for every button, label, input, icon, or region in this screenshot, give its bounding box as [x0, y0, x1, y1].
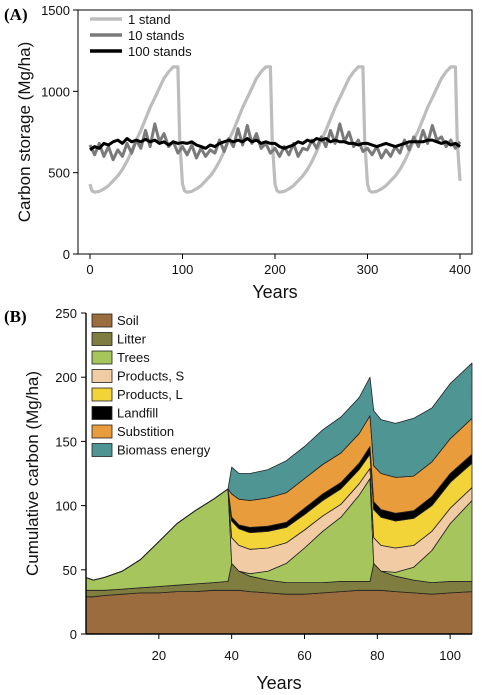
- legend-label-b: Products, S: [117, 369, 185, 384]
- series-line-2: [88, 122, 462, 162]
- legend-swatch-b: [91, 406, 113, 420]
- x-tick-label-b: 80: [370, 648, 384, 663]
- x-tick-label-b: 60: [297, 648, 311, 663]
- legend-label-b: Landfill: [117, 406, 158, 421]
- y-tick-label-b: 250: [55, 306, 77, 321]
- legend-label-b: Soil: [117, 313, 139, 328]
- legend-swatch-b: [91, 369, 113, 383]
- x-axis-title-a: Years: [252, 282, 297, 302]
- panel-label-a: (A): [4, 5, 28, 24]
- x-axis-title-b: Years: [256, 673, 301, 693]
- legend-swatch-b: [91, 443, 113, 457]
- y-tick-label-a: 500: [48, 166, 70, 181]
- area-band-1: [85, 589, 473, 635]
- x-tick-label-b: 100: [439, 648, 461, 663]
- legend-label-a: 10 stands: [128, 28, 185, 43]
- y-tick-label-b: 200: [55, 370, 77, 385]
- y-tick-label-a: 0: [63, 247, 70, 262]
- y-axis-title-a: Carbon storage (Mg/ha): [15, 42, 34, 222]
- panel-b-chart: 0 50 100 150 200 250 20 40 60 80 100 Years Cumulativ…: [4, 306, 473, 693]
- y-tick-label-b: 100: [55, 499, 77, 514]
- panel-label-b: (B): [4, 307, 27, 326]
- area-band-8: [85, 362, 473, 581]
- legend-label-b: Substition: [117, 424, 174, 439]
- legend-swatch-b: [91, 350, 113, 365]
- panel-a-chart: 0 500 1000 1500 0 100 200 300 400 Years Carbon sto…: [4, 3, 473, 302]
- x-tick-label-a: 0: [86, 262, 93, 277]
- x-tick-label-a: 200: [264, 262, 286, 277]
- legend-label-b: Litter: [117, 332, 147, 347]
- x-tick-label-a: 100: [172, 262, 194, 277]
- legend-swatch-b: [91, 313, 113, 328]
- y-tick-label-b: 150: [55, 434, 77, 449]
- legend-swatch-b: [91, 387, 113, 402]
- x-tick-label-b: 40: [224, 648, 238, 663]
- y-tick-label-a: 1500: [41, 3, 70, 18]
- legend-swatch-b: [91, 424, 113, 439]
- legend-label-b: Biomass energy: [117, 443, 211, 458]
- legend-label-a: 1 stand: [128, 12, 171, 27]
- y-axis-title-b: Cumulative carbon (Mg/ha): [23, 371, 42, 576]
- legend-label-b: Trees: [117, 350, 150, 365]
- series-line-1: [88, 65, 462, 194]
- series-line-3: [89, 137, 461, 152]
- y-tick-label-a: 1000: [41, 84, 70, 99]
- legend-label-a: 100 stands: [128, 44, 192, 59]
- legend-swatch-b: [91, 332, 113, 346]
- x-tick-label-a: 400: [449, 262, 471, 277]
- y-tick-label-b: 0: [70, 627, 77, 642]
- x-tick-label-b: 20: [152, 648, 166, 663]
- x-tick-label-a: 300: [357, 262, 379, 277]
- y-tick-label-b: 50: [63, 563, 77, 578]
- legend-label-b: Products, L: [117, 387, 183, 402]
